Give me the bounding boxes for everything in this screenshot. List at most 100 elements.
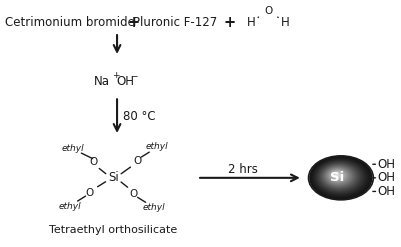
Text: O: O [264,6,272,16]
Text: OH: OH [377,158,395,171]
Circle shape [314,159,367,196]
Circle shape [320,164,358,190]
Circle shape [325,167,352,185]
Circle shape [332,172,342,179]
Circle shape [312,158,369,197]
Circle shape [315,161,365,194]
Circle shape [321,164,357,189]
Circle shape [336,174,338,176]
Circle shape [323,166,354,187]
Circle shape [319,163,360,190]
Circle shape [334,173,340,177]
Circle shape [326,168,350,184]
Text: O: O [129,189,138,199]
Circle shape [328,169,348,183]
Text: Si: Si [330,171,344,184]
Circle shape [330,171,344,180]
Text: ethyl: ethyl [146,143,168,151]
Circle shape [312,158,369,197]
Circle shape [314,160,366,195]
Circle shape [324,166,353,186]
Circle shape [328,169,348,182]
Circle shape [334,174,339,177]
Circle shape [330,170,345,181]
Circle shape [315,160,365,194]
Circle shape [323,165,355,187]
Circle shape [318,163,361,191]
Circle shape [319,163,360,191]
Circle shape [315,160,366,195]
Text: ethyl: ethyl [142,203,165,212]
Text: +: + [224,15,236,30]
Circle shape [317,162,362,192]
Text: ethyl: ethyl [59,202,81,211]
Circle shape [313,159,368,196]
Circle shape [313,159,367,196]
Circle shape [332,171,343,179]
Circle shape [328,169,347,182]
Circle shape [311,158,370,198]
Circle shape [327,168,349,184]
Text: H: H [247,16,256,29]
Circle shape [329,170,346,182]
Text: OH: OH [377,185,395,198]
Circle shape [312,158,370,197]
Circle shape [319,163,360,191]
Circle shape [332,172,342,179]
Circle shape [321,164,358,189]
Text: Cetrimonium bromide: Cetrimonium bromide [5,16,135,29]
Circle shape [324,166,353,186]
Text: +: + [111,71,119,80]
Circle shape [313,159,369,196]
Circle shape [310,157,372,199]
Text: OH: OH [377,171,395,184]
Circle shape [331,171,344,180]
Circle shape [326,168,350,184]
Circle shape [325,167,352,185]
Text: −: − [130,71,137,80]
Text: 2 hrs: 2 hrs [228,163,257,176]
Circle shape [324,167,352,186]
Circle shape [311,158,371,198]
Circle shape [314,160,367,195]
Circle shape [335,174,339,176]
Text: Na: Na [93,75,109,88]
Text: OH: OH [116,75,134,88]
Circle shape [321,165,357,189]
Circle shape [317,162,363,193]
Circle shape [330,170,346,181]
Circle shape [328,169,348,183]
Circle shape [333,173,341,178]
Text: ethyl: ethyl [62,144,85,153]
Text: 80 °C: 80 °C [123,110,155,123]
Text: Si: Si [108,171,119,184]
Circle shape [326,168,351,185]
Circle shape [310,157,371,199]
Circle shape [324,166,354,186]
Circle shape [334,173,340,177]
Text: Tetraethyl orthosilicate: Tetraethyl orthosilicate [49,225,178,235]
Circle shape [318,162,361,192]
Circle shape [322,165,356,188]
Text: Pluronic F-127: Pluronic F-127 [133,16,217,29]
Circle shape [317,161,363,193]
Text: O: O [133,156,141,165]
Circle shape [316,161,363,193]
Circle shape [332,172,343,179]
Circle shape [335,174,338,176]
Circle shape [334,173,340,178]
Circle shape [331,171,344,180]
Circle shape [322,165,356,188]
Circle shape [311,157,371,198]
Circle shape [316,161,365,194]
Circle shape [329,170,347,182]
Circle shape [330,171,345,181]
Circle shape [320,164,358,189]
Circle shape [323,166,354,187]
Text: H: H [281,16,290,29]
Text: O: O [89,157,97,167]
Circle shape [326,167,351,185]
Circle shape [320,163,359,190]
Circle shape [316,161,364,193]
Circle shape [333,172,341,178]
